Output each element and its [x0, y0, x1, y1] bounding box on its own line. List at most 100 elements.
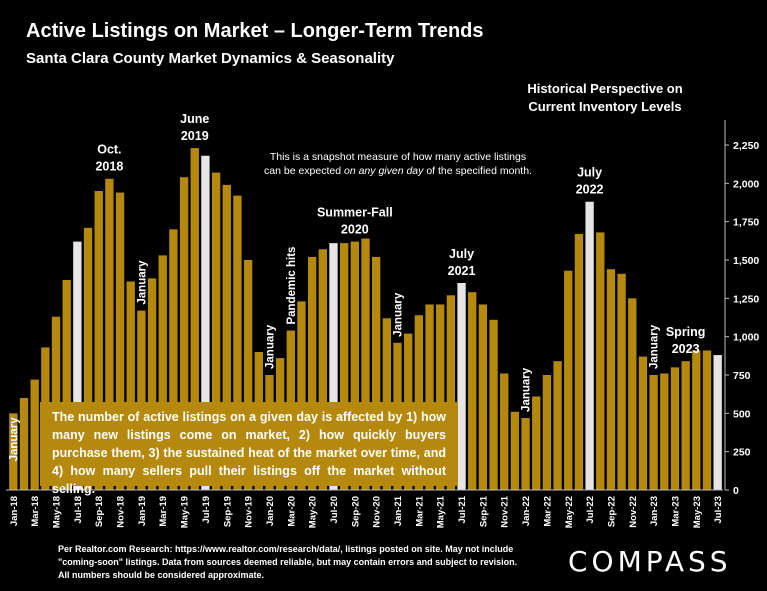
- x-tick-label: Jul-23: [713, 496, 724, 523]
- snapshot-note: This is a snapshot measure of how many a…: [238, 150, 558, 178]
- bar-Oct-18: [105, 178, 114, 490]
- y-tick-label: 2,000: [733, 178, 759, 190]
- x-tick-label: Jul-21: [457, 495, 468, 523]
- bar-Feb-22: [532, 396, 541, 490]
- x-tick-label: May-22: [564, 496, 575, 528]
- source-footnote: Per Realtor.com Research: https://www.re…: [58, 544, 518, 580]
- bar-Oct-22: [617, 273, 626, 490]
- bar-Mar-19: [158, 255, 167, 490]
- x-tick-label: May-20: [308, 496, 319, 528]
- bar-Oct-21: [489, 319, 498, 490]
- y-tick-label: 1,250: [733, 293, 759, 305]
- annotation-Jul-21-line-2: 2021: [448, 264, 476, 278]
- bar-Aug-20: [339, 243, 349, 490]
- bar-Dec-18: [126, 281, 135, 490]
- annotation-Sep-20-line-1: Summer-Fall: [317, 206, 393, 220]
- annotation-Jan-21: January: [393, 292, 405, 337]
- snapshot-note-pre: can be expected: [264, 165, 344, 177]
- x-tick-label: May-18: [52, 496, 63, 528]
- bar-Oct-19: [233, 195, 242, 490]
- x-tick-label: Jul-19: [201, 496, 212, 523]
- x-tick-label: Mar-21: [414, 495, 425, 526]
- bar-Aug-19: [211, 172, 221, 490]
- bar-May-20: [307, 256, 317, 490]
- y-tick-label: 1,750: [733, 217, 759, 229]
- bar-Nov-20: [372, 256, 381, 490]
- bar-May-21: [436, 304, 445, 490]
- bar-Jun-20: [318, 249, 327, 490]
- bar-Jun-19: [190, 148, 199, 491]
- compass-logo: COMPASS: [568, 545, 732, 578]
- x-tick-label: Mar-22: [542, 496, 553, 527]
- historical-note: Historical Perspective on Current Invent…: [500, 80, 710, 116]
- bar-May-23: [692, 350, 701, 490]
- annotation-Jul-22-line-2: 2022: [576, 183, 604, 197]
- bar-Jul-19: [201, 155, 210, 490]
- snapshot-note-emphasis: on any given day: [344, 165, 424, 177]
- x-tick-label: Sep-19: [222, 496, 233, 527]
- x-tick-label: Jan-19: [137, 496, 148, 526]
- bar-Apr-23: [681, 361, 690, 490]
- bar-Jan-19: [137, 310, 146, 490]
- bar-May-19: [179, 177, 189, 490]
- x-tick-label: Mar-19: [158, 496, 169, 527]
- bar-Jan-18: [9, 413, 18, 490]
- x-tick-label: Jul-18: [73, 496, 84, 523]
- bar-Jul-22: [585, 201, 594, 490]
- bar-Jun-21: [446, 295, 456, 490]
- bar-Nov-22: [628, 298, 637, 490]
- bar-Jul-20: [329, 243, 338, 490]
- x-tick-label: May-21: [436, 495, 447, 528]
- annotation-Apr-23-line-1: Spring: [666, 325, 706, 339]
- x-tick-label: Mar-20: [286, 496, 297, 527]
- bar-Apr-19: [169, 229, 178, 491]
- bar-Jun-23: [702, 350, 712, 490]
- snapshot-note-line-2: can be expected on any given day of the …: [238, 164, 558, 178]
- bar-Oct-20: [361, 238, 370, 490]
- bar-Mar-18: [30, 379, 39, 490]
- bar-Nov-21: [500, 373, 509, 490]
- annotation-Jan-18: January: [8, 417, 20, 462]
- x-tick-label: May-19: [180, 496, 191, 528]
- chart-subtitle: Santa Clara County Market Dynamics & Sea…: [26, 50, 395, 67]
- bar-Aug-22: [596, 232, 605, 490]
- historical-note-line-2: Current Inventory Levels: [528, 99, 682, 114]
- historical-note-line-1: Historical Perspective on: [527, 81, 683, 96]
- bar-Sep-19: [222, 184, 231, 490]
- bar-Sep-21: [478, 304, 488, 490]
- y-tick-label: 1,500: [733, 255, 759, 267]
- bar-Dec-21: [510, 411, 520, 490]
- annotation-Jan-19: January: [136, 260, 148, 305]
- annotation-Jan-20: January: [264, 324, 276, 369]
- annotation-Mar-20: Pandemic hits: [286, 247, 298, 325]
- annotation-Oct-18-line-1: Oct.: [97, 143, 121, 157]
- snapshot-note-line-1: This is a snapshot measure of how many a…: [269, 151, 527, 163]
- bar-Apr-22: [553, 361, 562, 490]
- bar-Jul-23: [713, 355, 722, 490]
- x-tick-label: Sep-21: [478, 495, 489, 527]
- x-tick-label: Nov-19: [244, 496, 255, 528]
- bar-Apr-20: [297, 301, 306, 490]
- bar-Jan-22: [521, 417, 530, 490]
- y-tick-label: 500: [733, 408, 751, 420]
- annotation-Jul-22-line-1: July: [577, 166, 602, 180]
- bar-Jul-18: [73, 241, 82, 490]
- x-tick-label: Mar-18: [30, 496, 41, 527]
- bar-Feb-18: [19, 398, 29, 490]
- y-tick-label: 2,250: [733, 140, 759, 152]
- bar-Sep-20: [350, 241, 359, 490]
- annotation-Oct-18-line-2: 2018: [95, 160, 123, 174]
- bar-Feb-23: [660, 373, 669, 490]
- bar-Nov-19: [243, 260, 253, 490]
- bar-Jun-22: [574, 233, 584, 490]
- bar-May-22: [564, 270, 573, 490]
- bar-Sep-22: [606, 269, 616, 490]
- y-tick-label: 750: [733, 370, 751, 382]
- x-tick-label: Nov-21: [500, 495, 511, 527]
- annotation-Jan-22: January: [521, 367, 533, 412]
- annotation-Jun-19-line-1: June: [180, 112, 209, 126]
- bar-Aug-18: [83, 227, 93, 491]
- x-tick-label: Nov-22: [628, 496, 639, 528]
- annotation-Jan-23: January: [649, 324, 661, 369]
